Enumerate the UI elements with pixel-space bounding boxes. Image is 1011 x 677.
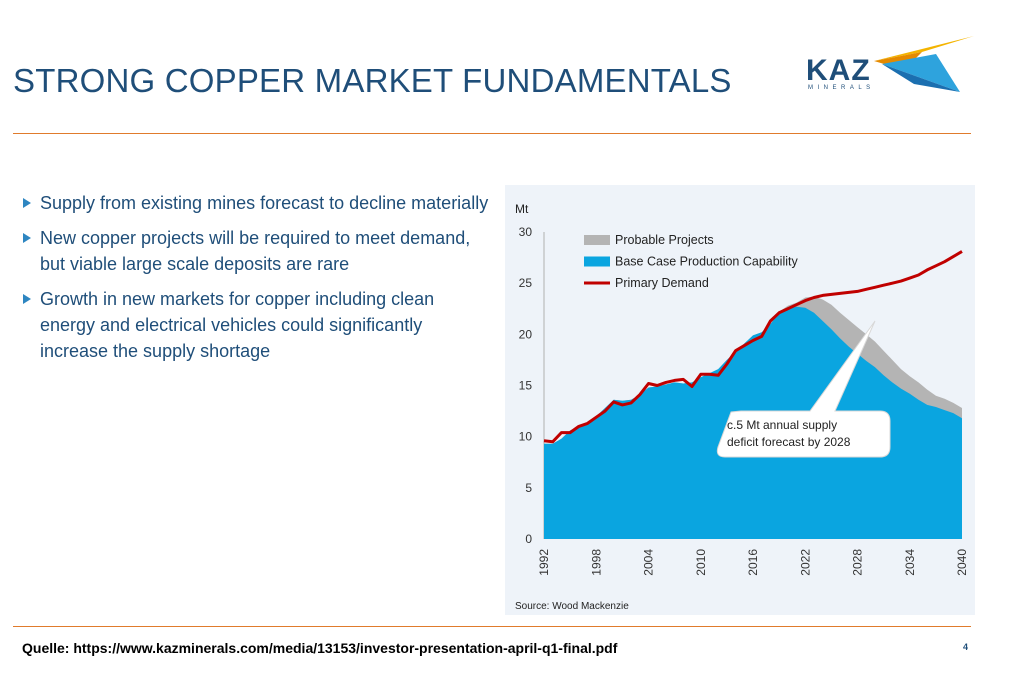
y-tick-label: 10: [519, 430, 533, 444]
logo-subtext: MINERALS: [808, 85, 875, 91]
deficit-callout: c.5 Mt annual supply deficit forecast by …: [716, 320, 891, 458]
x-tick-label: 2034: [903, 549, 917, 576]
legend-swatch: [584, 235, 610, 245]
x-tick-label: 2022: [798, 549, 812, 576]
bullet-item: Growth in new markets for copper includi…: [20, 286, 490, 364]
y-tick-label: 15: [519, 379, 533, 393]
bullet-item: New copper projects will be required to …: [20, 225, 490, 277]
y-unit-label: Mt: [515, 202, 529, 216]
callout-text: c.5 Mt annual supply: [727, 418, 837, 432]
slide-title: STRONG COPPER MARKET FUNDAMENTALS: [13, 62, 732, 99]
callout-bubble: [716, 320, 891, 458]
bullet-arrow-icon: [23, 294, 31, 304]
logo-wordmark: KAZ: [806, 54, 871, 87]
y-tick-label: 30: [519, 225, 533, 239]
bullet-text: Growth in new markets for copper includi…: [40, 289, 435, 361]
y-tick-label: 0: [525, 532, 532, 546]
x-tick-label: 2004: [642, 549, 656, 576]
kaz-minerals-logo: KAZ MINERALS: [804, 36, 979, 98]
x-tick-label: 2040: [955, 549, 969, 576]
legend-swatch: [584, 256, 610, 267]
title-divider: [13, 133, 971, 134]
chart-source-note: Source: Wood Mackenzie: [515, 601, 629, 612]
y-tick-label: 25: [519, 276, 533, 290]
primary-demand-line: [543, 250, 963, 444]
x-tick-label: 2010: [694, 549, 708, 576]
source-link-text[interactable]: Quelle: https://www.kazminerals.com/medi…: [22, 640, 618, 656]
callout-text: deficit forecast by 2028: [727, 435, 851, 449]
footer-divider: [13, 626, 971, 627]
bullet-text: New copper projects will be required to …: [40, 228, 471, 274]
x-tick-label: 2016: [746, 549, 760, 576]
bullet-list: Supply from existing mines forecast to d…: [20, 190, 490, 373]
legend-label: Primary Demand: [615, 276, 709, 290]
y-tick-label: 5: [525, 481, 532, 495]
y-tick-label: 20: [519, 327, 533, 341]
legend-label: Probable Projects: [615, 233, 714, 247]
legend-label: Base Case Production Capability: [615, 255, 798, 269]
logo-triangle-icon: [874, 36, 974, 92]
x-tick-label: 2028: [851, 549, 865, 576]
bullet-arrow-icon: [23, 233, 31, 243]
x-tick-label: 1992: [537, 549, 551, 576]
bullet-item: Supply from existing mines forecast to d…: [20, 190, 490, 216]
chart-legend: Probable Projects Base Case Production Ca…: [584, 233, 798, 290]
bullet-text: Supply from existing mines forecast to d…: [40, 193, 489, 213]
chart-svg: Mt 0 5 10 15 20 25 30 1992 1998 2004 2010 2016 2022 2…: [515, 202, 969, 612]
page-number: 4: [963, 642, 969, 652]
bullet-arrow-icon: [23, 198, 31, 208]
x-tick-label: 1998: [589, 549, 603, 576]
copper-supply-demand-chart: Mt 0 5 10 15 20 25 30 1992 1998 2004 2010 2016 2022 2…: [505, 185, 975, 615]
